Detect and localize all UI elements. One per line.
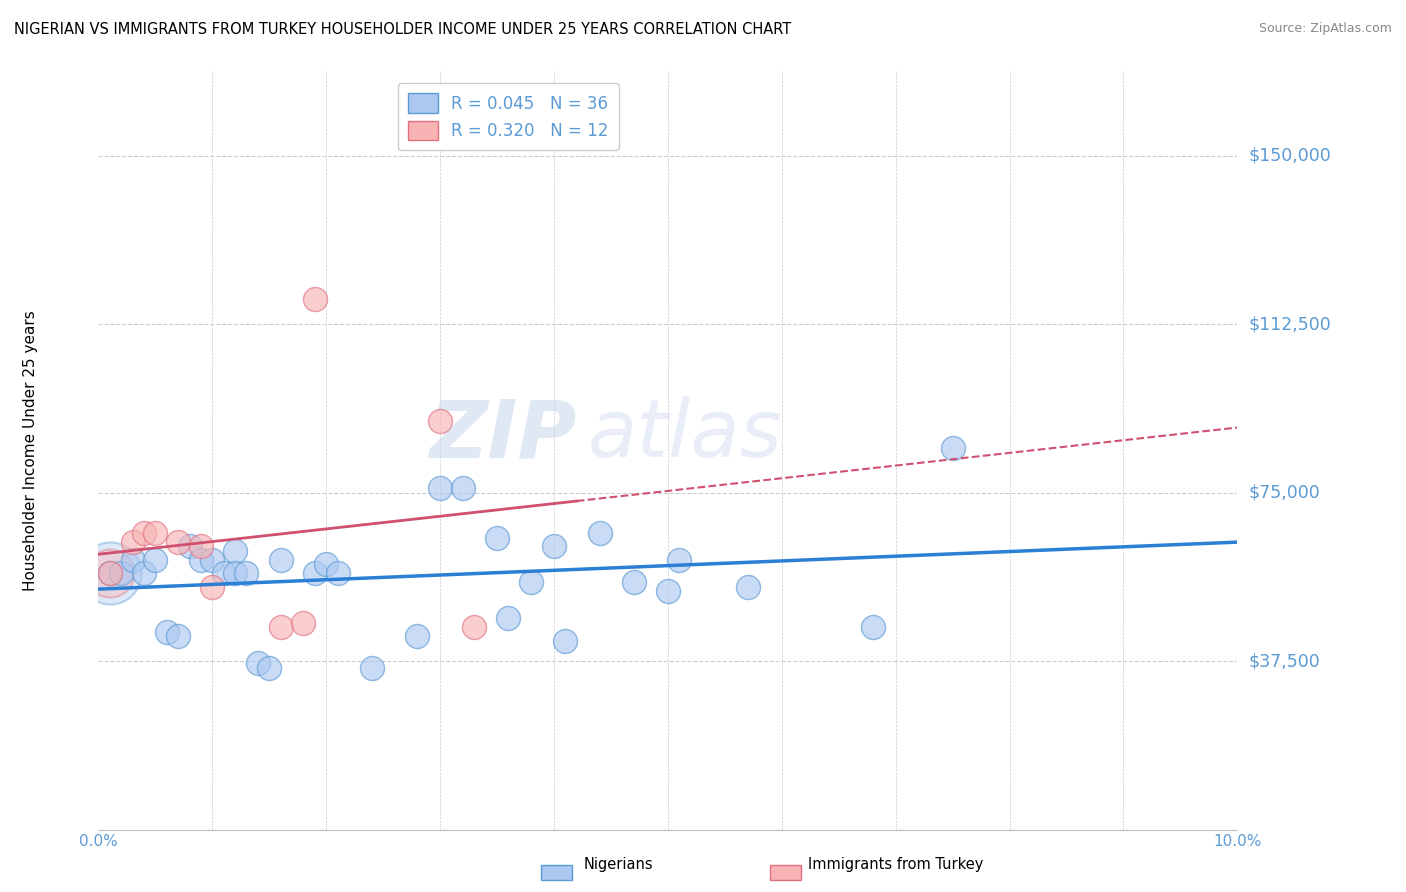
Point	[156, 624, 179, 639]
Point	[145, 553, 167, 567]
Point	[201, 553, 224, 567]
Point	[235, 566, 257, 581]
Point	[429, 481, 451, 495]
Point	[554, 633, 576, 648]
Point	[326, 566, 349, 581]
Point	[179, 540, 201, 554]
Point	[463, 620, 485, 634]
Point	[942, 441, 965, 455]
Point	[167, 535, 190, 549]
Point	[167, 629, 190, 643]
Point	[588, 526, 610, 541]
Text: NIGERIAN VS IMMIGRANTS FROM TURKEY HOUSEHOLDER INCOME UNDER 25 YEARS CORRELATION: NIGERIAN VS IMMIGRANTS FROM TURKEY HOUSE…	[14, 22, 792, 37]
Point	[862, 620, 884, 634]
Point	[246, 657, 269, 671]
Point	[132, 526, 155, 541]
Point	[498, 611, 520, 625]
Point	[98, 566, 121, 581]
Point	[360, 661, 382, 675]
Text: Nigerians: Nigerians	[583, 857, 654, 872]
Text: $37,500: $37,500	[1249, 652, 1320, 670]
Point	[304, 566, 326, 581]
Point	[132, 566, 155, 581]
Point	[270, 620, 292, 634]
Text: Householder Income Under 25 years: Householder Income Under 25 years	[22, 310, 38, 591]
Point	[292, 615, 315, 630]
Point	[98, 566, 121, 581]
Point	[315, 558, 337, 572]
Point	[270, 553, 292, 567]
Point	[657, 584, 679, 599]
Point	[212, 566, 235, 581]
Point	[737, 580, 759, 594]
Point	[543, 540, 565, 554]
Point	[259, 661, 281, 675]
Point	[121, 535, 143, 549]
Point	[201, 580, 224, 594]
Point	[668, 553, 690, 567]
Text: Source: ZipAtlas.com: Source: ZipAtlas.com	[1258, 22, 1392, 36]
Point	[486, 531, 509, 545]
Text: $150,000: $150,000	[1249, 146, 1331, 165]
Point	[224, 544, 246, 558]
Point	[406, 629, 429, 643]
Point	[98, 566, 121, 581]
Point	[121, 553, 143, 567]
Text: $75,000: $75,000	[1249, 483, 1320, 501]
Legend: R = 0.045   N = 36, R = 0.320   N = 12: R = 0.045 N = 36, R = 0.320 N = 12	[398, 84, 619, 151]
Text: Immigrants from Turkey: Immigrants from Turkey	[808, 857, 984, 872]
Point	[98, 566, 121, 581]
Point	[190, 540, 212, 554]
Point	[304, 293, 326, 307]
Point	[190, 553, 212, 567]
Point	[224, 566, 246, 581]
Point	[520, 575, 543, 590]
Point	[623, 575, 645, 590]
Point	[451, 481, 474, 495]
Point	[429, 414, 451, 428]
Text: ZIP: ZIP	[429, 396, 576, 475]
Point	[110, 566, 132, 581]
Text: atlas: atlas	[588, 396, 783, 475]
Text: $112,500: $112,500	[1249, 315, 1331, 333]
Point	[145, 526, 167, 541]
